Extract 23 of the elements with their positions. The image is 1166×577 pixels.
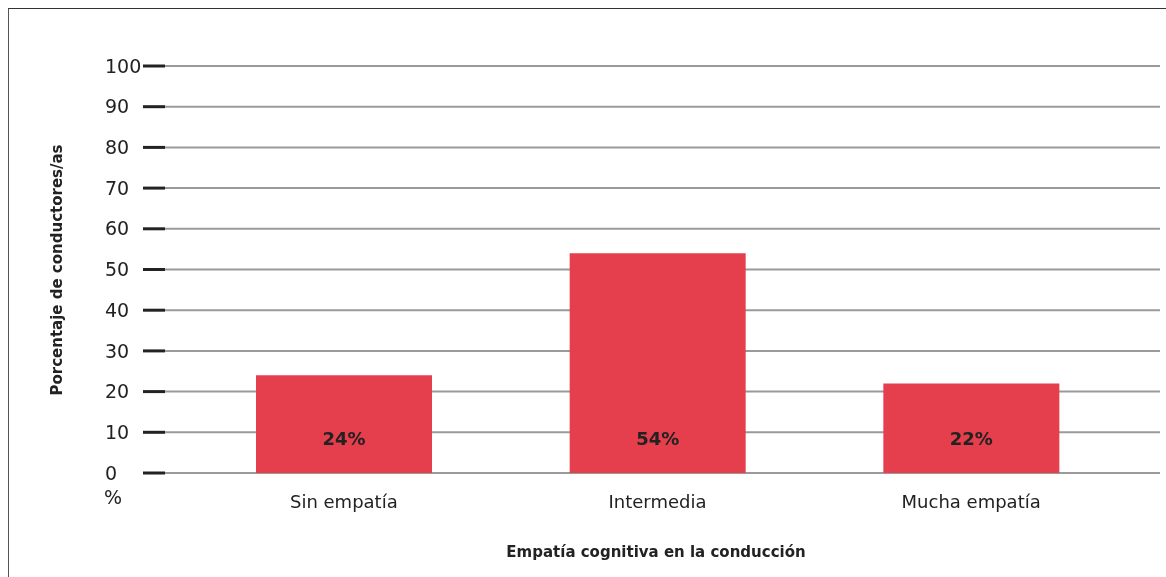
y-axis-title: Porcentaje de conductores/as [48, 144, 66, 396]
y-tick-label: 90 [105, 95, 130, 118]
y-tick-label: 10 [105, 420, 130, 443]
data-label: 22% [949, 428, 993, 449]
y-tick-label: 80 [105, 136, 130, 159]
y-tick-label: 100 [105, 54, 142, 77]
bar [883, 383, 1060, 473]
data-label: 24% [322, 428, 366, 449]
data-label: 54% [636, 428, 680, 449]
y-tick-label: 70 [105, 176, 130, 199]
y-tick-label: 50 [105, 258, 130, 281]
x-axis-title: Empatía cognitiva en la conducción [506, 543, 806, 561]
text: % [104, 486, 123, 508]
y-tick-label: 20 [105, 380, 130, 403]
x-tick-label: Sin empatía [289, 490, 398, 512]
y-tick-label: 40 [105, 298, 130, 321]
y-tick-label: 60 [105, 217, 130, 240]
y-tick-label: 0 [105, 461, 118, 484]
bar [256, 375, 433, 473]
y-tick-label: 30 [105, 339, 130, 362]
bar [569, 253, 746, 473]
x-tick-label: Mucha empatía [901, 490, 1041, 512]
x-tick-label: Intermedia [608, 490, 707, 512]
